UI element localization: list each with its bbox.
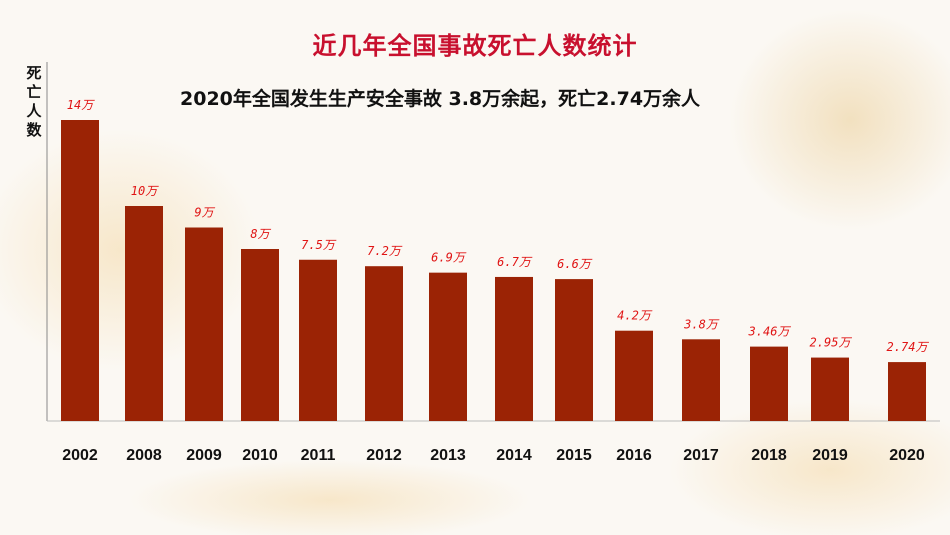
x-tick-label-2019: 2019 — [812, 447, 848, 464]
data-label-2016: 4.2万 — [617, 309, 653, 323]
bar-2002 — [61, 120, 99, 421]
bar-2012 — [365, 266, 403, 421]
x-tick-label-2008: 2008 — [126, 447, 162, 464]
bar-2017 — [682, 339, 720, 421]
x-tick-label-2014: 2014 — [496, 447, 532, 464]
x-tick-label-2009: 2009 — [186, 447, 222, 464]
x-tick-label-2017: 2017 — [683, 447, 719, 464]
bar-2013 — [429, 272, 467, 421]
bar-2016 — [615, 330, 653, 421]
bar-2009 — [185, 227, 223, 421]
x-tick-label-2002: 2002 — [62, 447, 98, 464]
x-tick-label-2011: 2011 — [301, 447, 336, 464]
data-label-2013: 6.9万 — [431, 251, 467, 265]
x-tick-label-2010: 2010 — [242, 447, 278, 464]
bar-2018 — [750, 346, 788, 421]
bar-2014 — [495, 276, 533, 421]
data-label-2010: 8万 — [250, 227, 271, 241]
bar-2019 — [811, 357, 849, 421]
x-tick-label-2012: 2012 — [366, 447, 402, 464]
data-label-2015: 6.6万 — [557, 257, 593, 271]
x-tick-label-2015: 2015 — [556, 447, 592, 464]
bar-2020 — [888, 362, 926, 421]
bar-2011 — [299, 259, 337, 421]
bar-2015 — [555, 279, 593, 421]
data-label-2011: 7.5万 — [301, 238, 337, 252]
data-label-2019: 2.95万 — [810, 336, 853, 350]
page-title: 近几年全国事故死亡人数统计 — [312, 32, 638, 60]
bar-2008 — [125, 206, 163, 421]
x-tick-label-2018: 2018 — [751, 447, 787, 464]
data-label-2017: 3.8万 — [683, 317, 720, 331]
data-label-2009: 9万 — [194, 206, 215, 220]
data-label-2020: 2.74万 — [887, 340, 930, 354]
x-tick-label-2016: 2016 — [616, 447, 652, 464]
data-label-2002: 14万 — [67, 98, 95, 112]
chart-subtitle: 2020年全国发生生产安全事故 3.8万余起，死亡2.74万余人 — [180, 88, 701, 110]
x-tick-label-2013: 2013 — [430, 447, 466, 464]
data-label-2018: 3.46万 — [748, 325, 792, 339]
y-axis-label: 死亡人数 — [26, 64, 42, 139]
data-label-2012: 7.2万 — [367, 244, 403, 258]
x-tick-label-2020: 2020 — [889, 447, 925, 464]
data-label-2014: 6.7万 — [497, 255, 533, 269]
bar-2010 — [241, 249, 279, 421]
data-label-2008: 10万 — [131, 184, 159, 198]
